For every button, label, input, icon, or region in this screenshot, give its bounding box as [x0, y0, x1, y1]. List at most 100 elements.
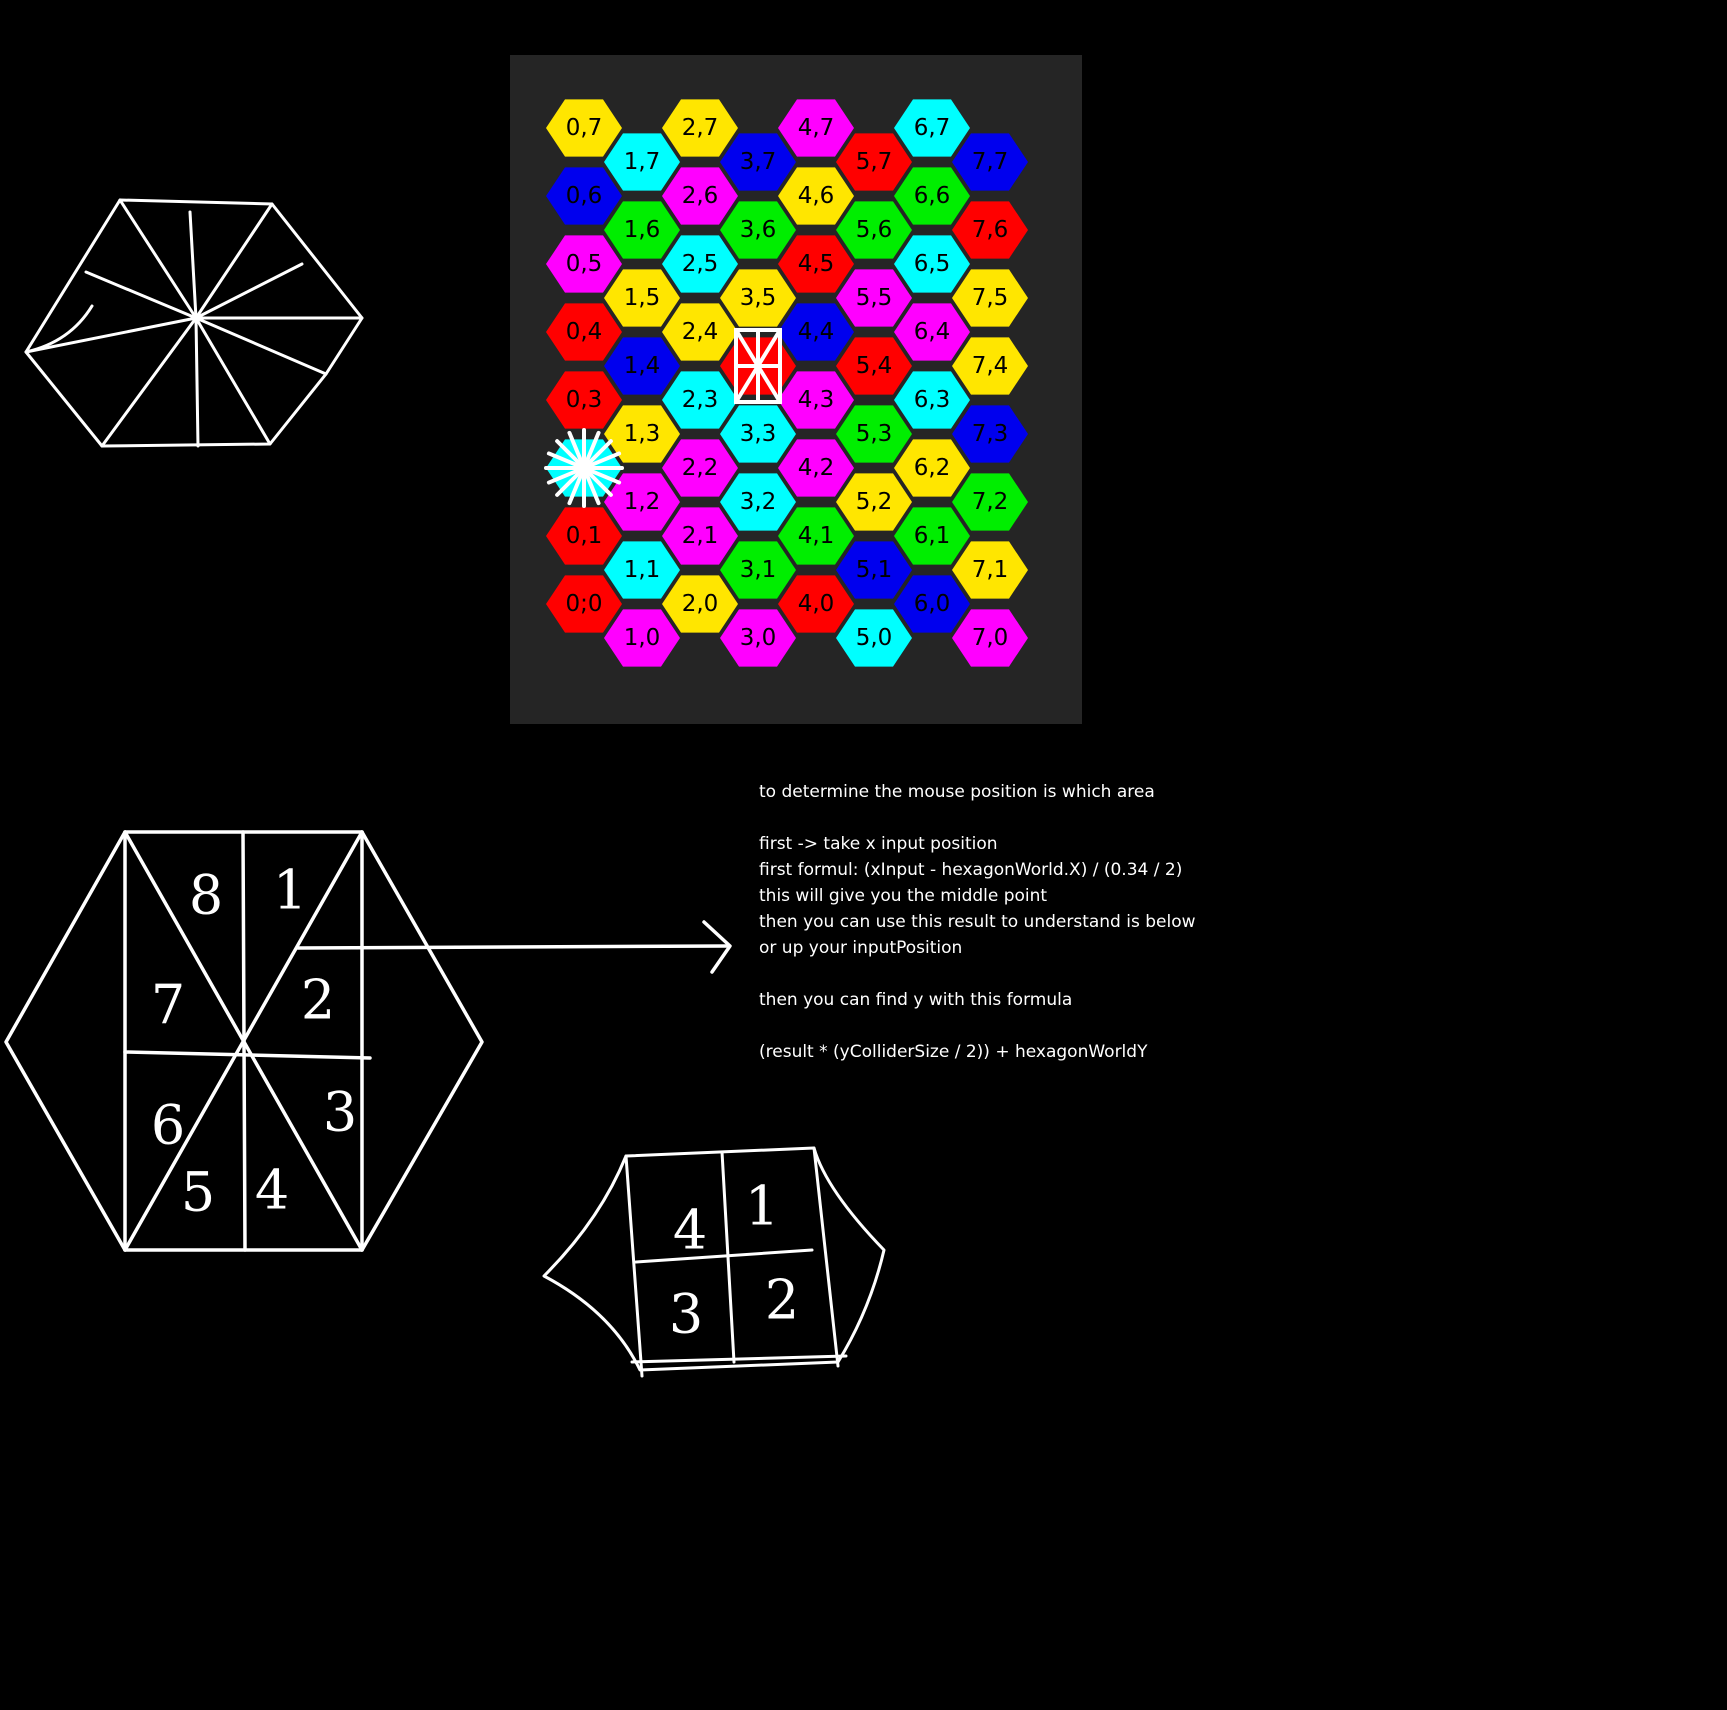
hex-shape [952, 473, 1028, 531]
hex-shape [720, 201, 796, 259]
hex-shape [546, 99, 622, 157]
hex-shape [546, 303, 622, 361]
hex-shape [952, 541, 1028, 599]
hex-cell: 1,7 [604, 133, 680, 191]
region-number-label: 8 [189, 864, 223, 927]
region-number-label: 3 [669, 1283, 703, 1346]
hex-shape [720, 133, 796, 191]
hex-label: 7,6 [972, 217, 1009, 243]
hex-shape [836, 133, 912, 191]
hex-shape [836, 201, 912, 259]
hex-label: 0,7 [566, 115, 603, 141]
hex-cell: 4,1 [778, 507, 854, 565]
hex-shape [894, 99, 970, 157]
hex-shape [894, 303, 970, 361]
hex-cell: 6,0 [894, 575, 970, 633]
hex-cell: 5,4 [836, 337, 912, 395]
hex-cell: 3,3 [720, 405, 796, 463]
hex-shape [662, 439, 738, 497]
hex-cell: 3,7 [720, 133, 796, 191]
hex-cell: 6,2 [894, 439, 970, 497]
hex-label: 7,2 [972, 489, 1009, 515]
hex-label: 0,5 [566, 251, 603, 277]
hex-shape [604, 201, 680, 259]
hex-cell: 6,7 [894, 99, 970, 157]
notes-line: (result * (yColliderSize / 2)) + hexagon… [759, 1042, 1148, 1062]
four-region-hexagon-sketch [542, 1146, 886, 1378]
hex-label: 7,3 [972, 421, 1009, 447]
hex-cell: 1,1 [604, 541, 680, 599]
hex-label: 4,0 [798, 591, 835, 617]
hex-shape [604, 133, 680, 191]
spoke-hexagon-sketch [24, 198, 364, 448]
hex-shape [778, 167, 854, 225]
hex-cell: 6,6 [894, 167, 970, 225]
hex-label: 2,5 [682, 251, 719, 277]
region-number-label: 2 [765, 1269, 799, 1332]
hex-shape [836, 473, 912, 531]
hex-label: 5,2 [856, 489, 893, 515]
hex-cell: 1,5 [604, 269, 680, 327]
hex-cell: 4,7 [778, 99, 854, 157]
hex-label: 2,0 [682, 591, 719, 617]
hex-label: 6,4 [914, 319, 951, 345]
notes-line [759, 1013, 1279, 1039]
formula-notes: to determine the mouse position is which… [759, 779, 1279, 1065]
hex-label: 4,3 [798, 387, 835, 413]
region-number-label: 7 [151, 974, 185, 1037]
hex-label: 7,4 [972, 353, 1009, 379]
hex-label: 6,5 [914, 251, 951, 277]
hex-cell: 1,0 [604, 609, 680, 667]
hex-label: 4,2 [798, 455, 835, 481]
hex-label: 1,6 [624, 217, 661, 243]
hex-shape [952, 337, 1028, 395]
eight-region-labels: 8 1 7 2 6 3 5 4 [151, 859, 357, 1224]
hex-grid: 0,7 0,6 0,5 0,4 0,3 0,1 0;0 1,7 1,6 1,5 1,4 1,3 1,2 1… [544, 99, 1028, 667]
hex-shape [662, 303, 738, 361]
hex-cell: 3,5 [720, 269, 796, 327]
hex-cell: 1,3 [604, 405, 680, 463]
four-region-labels: 4 13 2 [669, 1175, 799, 1346]
hex-cell: 4,5 [778, 235, 854, 293]
hex-label: 3,7 [740, 149, 777, 175]
hex-shape [604, 541, 680, 599]
hex-label: 4,7 [798, 115, 835, 141]
hex-cell: 5,5 [836, 269, 912, 327]
notes-line: first formul: (xInput - hexagonWorld.X) … [759, 860, 1183, 880]
hex-cell: 2,0 [662, 575, 738, 633]
hex-label: 1,0 [624, 625, 661, 651]
hex-shape [720, 609, 796, 667]
hex-label: 6,0 [914, 591, 951, 617]
hex-shape [662, 167, 738, 225]
hex-label: 3,2 [740, 489, 777, 515]
hex-cell: 7,7 [952, 133, 1028, 191]
hex-label: 5,1 [856, 557, 893, 583]
hex-label: 5,4 [856, 353, 893, 379]
hex-cell: 2,1 [662, 507, 738, 565]
hex-label: 2,3 [682, 387, 719, 413]
hex-cell: 7,1 [952, 541, 1028, 599]
hex-label: 2,4 [682, 319, 719, 345]
hex-label: 4,6 [798, 183, 835, 209]
hex-shape [894, 371, 970, 429]
hex-shape [894, 235, 970, 293]
hex-cell: 2,6 [662, 167, 738, 225]
hex-cell: 5,2 [836, 473, 912, 531]
region-number-label: 1 [273, 859, 307, 922]
hex-cell: 7,5 [952, 269, 1028, 327]
hex-shape [720, 541, 796, 599]
region-number-label: 5 [181, 1161, 215, 1224]
hex-cell: 6,1 [894, 507, 970, 565]
hex-label: 1,5 [624, 285, 661, 311]
hex-shape [836, 337, 912, 395]
hex-label: 1,7 [624, 149, 661, 175]
hex-label: 0,1 [566, 523, 603, 549]
hex-label: 1,3 [624, 421, 661, 447]
hex-shape [836, 609, 912, 667]
hex-shape [778, 99, 854, 157]
notes-line [759, 961, 1279, 987]
hex-shape [894, 439, 970, 497]
hex-label: 3,5 [740, 285, 777, 311]
hex-cell: 0;0 [546, 575, 622, 633]
